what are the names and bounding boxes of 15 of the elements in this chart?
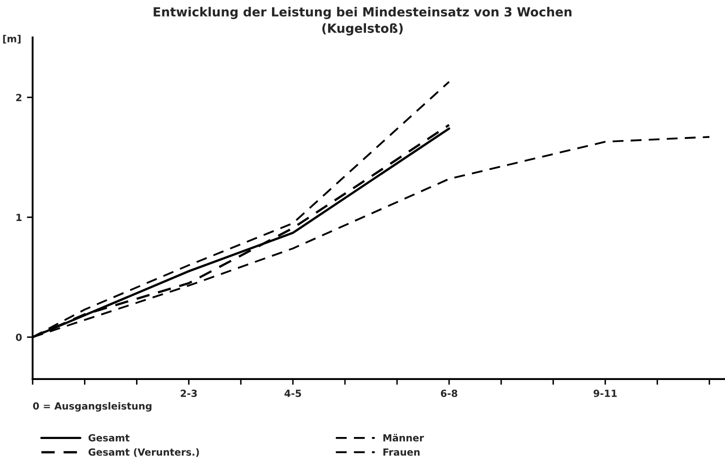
x-tick-label: 6-8 (440, 390, 458, 398)
y-axis-title: [m] (3, 34, 21, 44)
y-tick-label: 2 (16, 94, 22, 102)
y-tick-label: 1 (16, 214, 22, 221)
y-tick-label: 0 (16, 334, 22, 341)
legend-label: Gesamt (Verunters.) (88, 448, 199, 457)
legend-label: Frauen (383, 448, 420, 456)
x-tick-label: 9-11 (594, 390, 617, 398)
chart-title: Entwicklung der Leistung bei Mindesteinsatz von 3 Wochen (154, 6, 572, 20)
text: 0 = Ausgangsleistung (33, 402, 152, 412)
legend-label: Gesamt (88, 434, 130, 442)
chart-subtitle: (Kugelstoß) (322, 23, 403, 36)
x-tick-label: 2-3 (180, 390, 197, 398)
x-tick-label: 4-5 (284, 390, 302, 398)
legend-label: Männer (383, 434, 424, 442)
